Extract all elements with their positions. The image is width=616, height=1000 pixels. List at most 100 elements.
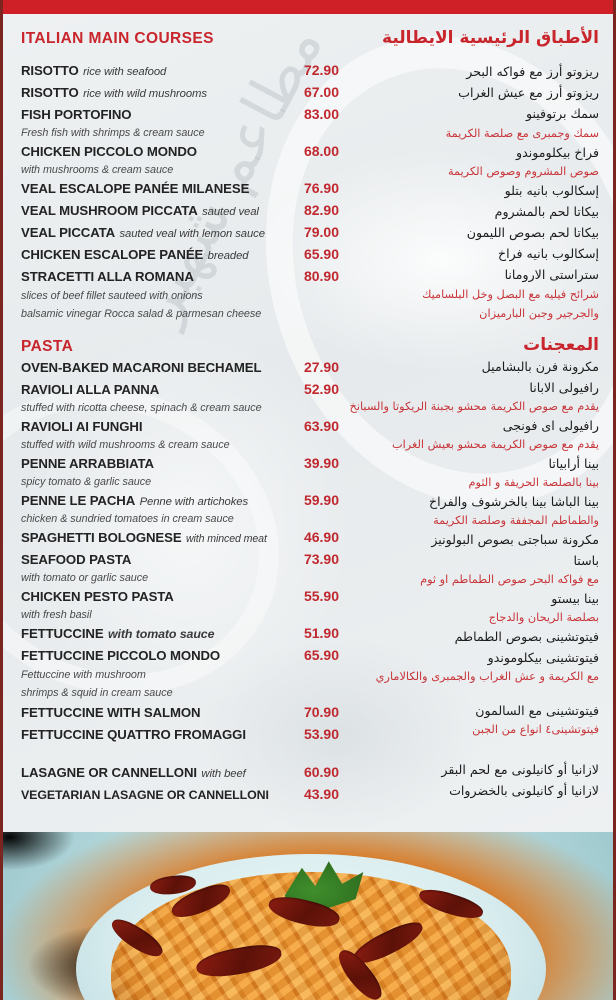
item-description-2: balsamic vinegar Rocca salad & parmesan … <box>21 308 262 321</box>
item-price: 52.90 <box>303 381 339 398</box>
menu-item-row[interactable]: PENNE LE PACHA Penne with artichokes 59.… <box>21 493 339 509</box>
item-price: 67.00 <box>303 84 339 101</box>
item-price: 27.90 <box>303 359 339 376</box>
arabic-item-description: فيتوتشينى٤ انواع من الجبن <box>472 723 599 737</box>
arabic-item-line: رافيولى اى فونجى <box>502 418 599 434</box>
item-name: OVEN-BAKED MACARONI BECHAMEL <box>21 360 262 376</box>
item-price: 80.90 <box>303 268 339 285</box>
arabic-item-line: إسكالوب بانيه فراخ <box>497 245 599 261</box>
item-name: VEAL PICCATA sauted veal with lemon sauc… <box>21 225 265 241</box>
menu-item-row[interactable]: VEAL PICCATA sauted veal with lemon sauc… <box>21 225 339 241</box>
menu-item-row[interactable]: RISOTTO rice with wild mushrooms 67.00 <box>21 85 339 101</box>
arabic-item-line: ريزوتو أرز مع عيش الغراب <box>458 84 599 100</box>
menu-item-row[interactable]: VEAL MUSHROOM PICCATA sauted veal 82.90 <box>21 203 339 219</box>
item-name: STRACETTI ALLA ROMANA <box>21 269 194 285</box>
arabic-item-line: فراخ بيكلوموندو <box>516 144 599 160</box>
item-price: 72.90 <box>303 62 339 79</box>
menu-item-row[interactable]: RAVIOLI AI FUNGHI 63.90 <box>21 419 339 435</box>
menu-item-row[interactable]: RISOTTO rice with seafood 72.90 <box>21 63 339 79</box>
menu-item-row[interactable]: RAVIOLI ALLA PANNA 52.90 <box>21 382 339 398</box>
item-name: PENNE ARRABBIATA <box>21 456 154 472</box>
item-name: VEAL MUSHROOM PICCATA sauted veal <box>21 203 259 219</box>
menu-item-row[interactable]: FETTUCCINE PICCOLO MONDO 65.90 <box>21 648 339 664</box>
item-name: SPAGHETTI BOLOGNESE with minced meat <box>21 530 267 546</box>
arabic-item-line: بينا الباشا بينا بالخرشوف والفراخ <box>429 494 599 510</box>
arabic-column: الأطباق الرئيسية الايطالية ريزوتو أرز مع… <box>337 14 599 799</box>
item-price: 76.90 <box>303 180 339 197</box>
section-heading-pasta-arabic: المعجنات <box>523 334 599 355</box>
arabic-item-description: مع فواكه البحر صوص الطماطم او ثوم <box>420 573 599 587</box>
item-description: stuffed with wild mushrooms & cream sauc… <box>21 439 230 452</box>
english-column: ITALIAN MAIN COURSES RISOTTO rice with s… <box>21 14 339 802</box>
menu-item-row[interactable]: FETTUCCINE with tomato sauce 51.90 <box>21 626 339 642</box>
item-description: chicken & sundried tomatoes in cream sau… <box>21 513 234 526</box>
item-name: VEAL ESCALOPE PANÉE MILANESE <box>21 181 250 197</box>
menu-item-row[interactable]: SPAGHETTI BOLOGNESE with minced meat 46.… <box>21 530 339 546</box>
item-description-2: shrimps & squid in cream sauce <box>21 687 173 700</box>
item-price: 59.90 <box>303 492 339 509</box>
item-price: 53.90 <box>303 726 339 743</box>
menu-item-row[interactable]: FETTUCCINE WITH SALMON 70.90 <box>21 705 339 721</box>
item-name: CHICKEN PICCOLO MONDO <box>21 144 197 160</box>
arabic-item-line: لازانيا أو كانيلونى مع لحم البقر <box>441 762 599 778</box>
arabic-item-line: بينا أرابياتا <box>548 456 599 472</box>
item-price: 70.90 <box>303 704 339 721</box>
arabic-item-description: والجرجير وجبن البارميزان <box>479 306 599 320</box>
menu-item-row[interactable]: LASAGNE OR CANNELLONI with beef 60.90 <box>21 765 339 781</box>
item-description: Fettuccine with mushroom <box>21 669 146 682</box>
item-price: 79.00 <box>303 224 339 241</box>
arabic-item-line: بيكاتا لحم بالمشروم <box>494 203 599 219</box>
menu-item-row[interactable]: OVEN-BAKED MACARONI BECHAMEL 27.90 <box>21 360 339 376</box>
item-description: slices of beef fillet sauteed with onion… <box>21 290 203 303</box>
menu-item-row[interactable]: FISH PORTOFINO 83.00 <box>21 107 339 123</box>
menu-item-row[interactable]: CHICKEN PICCOLO MONDO 68.00 <box>21 144 339 160</box>
photo-dark-corner <box>3 832 96 884</box>
item-description: Fresh fish with shrimps & cream sauce <box>21 127 205 140</box>
arabic-item-line: مكرونة سباجتى بصوص البولونيز <box>431 532 599 548</box>
menu-item-row[interactable]: STRACETTI ALLA ROMANA 80.90 <box>21 269 339 285</box>
food-photo <box>3 832 613 1000</box>
item-price: 39.90 <box>303 455 339 472</box>
item-price: 60.90 <box>303 764 339 781</box>
item-price: 63.90 <box>303 418 339 435</box>
arabic-item-line: فيتوتشينى بصوص الطماطم <box>454 629 599 645</box>
item-name: RAVIOLI AI FUNGHI <box>21 419 143 435</box>
arabic-item-line: رافيولى الابانا <box>529 380 599 396</box>
section-heading-italian-main-courses: ITALIAN MAIN COURSES <box>21 30 214 47</box>
arabic-item-description: بصلصة الريحان والدجاج <box>488 611 599 625</box>
section-heading-pasta: PASTA <box>21 338 74 356</box>
item-description: with fresh basil <box>21 609 92 622</box>
item-name: LASAGNE OR CANNELLONI with beef <box>21 765 246 781</box>
item-name: RISOTTO rice with seafood <box>21 63 167 79</box>
menu-item-row[interactable]: SEAFOOD PASTA 73.90 <box>21 552 339 568</box>
arabic-item-description: يقدم مع صوص الكريمة محشو بجبنة الريكوتا … <box>349 400 599 414</box>
section-heading-italian-main-courses-arabic: الأطباق الرئيسية الايطالية <box>382 28 599 48</box>
item-price: 65.90 <box>303 647 339 664</box>
arabic-item-line: مكرونة فرن بالبشاميل <box>481 359 599 375</box>
menu-item-row[interactable]: CHICKEN ESCALOPE PANÉE breaded 65.90 <box>21 247 339 263</box>
arabic-item-line: فيتوتشينى مع السالمون <box>475 703 599 719</box>
menu-item-row[interactable]: VEAL ESCALOPE PANÉE MILANESE 76.90 <box>21 181 339 197</box>
menu-item-row[interactable]: PENNE ARRABBIATA 39.90 <box>21 456 339 472</box>
arabic-item-line: إسكالوب بانيه بتلو <box>504 182 599 198</box>
item-price: 46.90 <box>303 529 339 546</box>
item-name: FETTUCCINE QUATTRO FROMAGGI <box>21 727 246 743</box>
menu-item-row[interactable]: VEGETARIAN LASAGNE OR CANNELLONI 43.90 <box>21 787 339 801</box>
menu-item-row[interactable]: CHICKEN PESTO PASTA 55.90 <box>21 589 339 605</box>
item-name: CHICKEN ESCALOPE PANÉE breaded <box>21 247 249 263</box>
item-description: spicy tomato & garlic sauce <box>21 476 152 489</box>
arabic-item-line: بيكاتا لحم بصوص الليمون <box>466 224 599 240</box>
arabic-item-description: صوص المشروم وصوص الكريمة <box>447 164 599 178</box>
item-name: RISOTTO rice with wild mushrooms <box>21 85 207 101</box>
item-price: 65.90 <box>303 246 339 263</box>
arabic-item-description: يقدم مع صوص الكريمة محشو بعيش الغراب <box>392 438 599 452</box>
arabic-item-description: شرائح فيليه مع البصل وخل البلساميك <box>422 287 599 301</box>
arabic-item-description: والطماطم المجففة وصلصة الكريمة <box>433 514 599 528</box>
arabic-item-line: بينا بيستو <box>551 591 599 607</box>
arabic-item-description: بينا بالصلصة الحريفة و الثوم <box>468 476 599 490</box>
item-name: RAVIOLI ALLA PANNA <box>21 382 160 398</box>
item-name: VEGETARIAN LASAGNE OR CANNELLONI <box>21 788 269 803</box>
item-price: 73.90 <box>303 551 339 568</box>
menu-item-row[interactable]: FETTUCCINE QUATTRO FROMAGGI 53.90 <box>21 727 339 743</box>
